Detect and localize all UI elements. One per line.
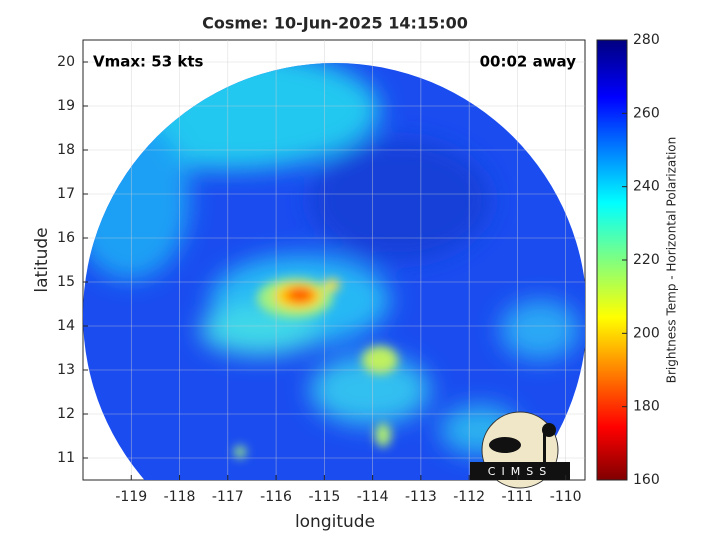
x-tick-label: -115 [308,489,340,505]
x-tick-label: -118 [164,489,196,505]
colorbar-tick-label: 280 [633,32,660,48]
y-tick-label: 18 [57,142,75,158]
colorbar-tick-label: 240 [633,179,660,195]
y-tick-label: 13 [57,362,75,378]
x-tick-label: -119 [115,489,147,505]
logo-text: CIMSS [488,465,552,478]
y-tick-label: 15 [57,274,75,290]
colorbar-tick-label: 160 [633,472,660,488]
annotation: Vmax: 53 kts [93,53,203,71]
colorbar-tick-label: 200 [633,325,660,341]
y-tick-label: 17 [57,186,75,202]
imagery [83,63,585,480]
x-tick-label: -114 [357,489,389,505]
y-tick-label: 19 [57,98,75,114]
y-tick-label: 12 [57,406,75,422]
x-tick-label: -117 [212,489,244,505]
x-tick-label: -112 [453,489,485,505]
y-tick-label: 16 [57,230,75,246]
y-tick-label: 14 [57,318,75,334]
y-tick-label: 20 [57,54,75,70]
x-tick-label: -110 [550,489,582,505]
colorbar-tick-label: 220 [633,252,660,268]
x-axis-label: longitude [295,512,375,532]
x-tick-label: -111 [502,489,534,505]
title: Cosme: 10-Jun-2025 14:15:00 [202,14,468,33]
x-tick-label: -116 [260,489,292,505]
annotation: 00:02 away [480,53,577,71]
cimss-logo: CIMSS [470,411,570,489]
y-axis-label: latitude [32,227,52,292]
y-tick-label: 11 [57,450,75,466]
colorbar-label: Brightness Temp - Horizontal Polarizatio… [665,137,679,384]
x-tick-label: -113 [405,489,437,505]
colorbar-tick-label: 180 [633,399,660,415]
colorbar-tick-label: 260 [633,105,660,121]
